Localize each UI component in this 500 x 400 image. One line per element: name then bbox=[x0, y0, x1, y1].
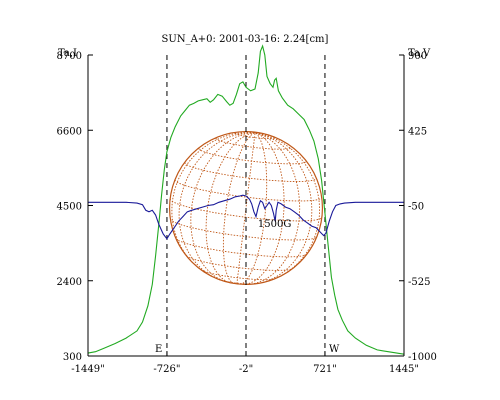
x-tick-label: 1445" bbox=[389, 364, 419, 375]
x-tick-label: -726" bbox=[153, 364, 180, 375]
left-tick-label: 2400 bbox=[57, 277, 82, 288]
meridian-line bbox=[248, 132, 301, 285]
parallel-line bbox=[175, 238, 307, 258]
meridian-line bbox=[239, 132, 268, 285]
left-axis-label: Ta,I bbox=[58, 48, 77, 59]
left-tick-label: 300 bbox=[63, 352, 82, 363]
parallel-line bbox=[201, 269, 275, 281]
x-tick-label: -1449" bbox=[71, 364, 104, 375]
limb-marker-label: E bbox=[155, 344, 162, 355]
parallel-line bbox=[184, 162, 317, 182]
tick-labels: 300 2400 4500 6600 8700 -1000 -525 -50 425 900 -14… bbox=[57, 51, 437, 375]
x-tick-label: -2" bbox=[239, 364, 253, 375]
meridian-line bbox=[171, 131, 256, 273]
right-tick-label: 900 bbox=[408, 51, 427, 62]
meridian-line bbox=[222, 132, 256, 284]
series-line-v bbox=[88, 194, 404, 240]
right-tick-label: -50 bbox=[408, 202, 424, 213]
parallel-line bbox=[198, 148, 307, 165]
parallel-line bbox=[169, 198, 323, 222]
parallel-line bbox=[234, 132, 275, 140]
meridian-line bbox=[255, 132, 321, 281]
right-tick-label: -1000 bbox=[408, 352, 437, 363]
right-axis-label: Ta,V bbox=[408, 48, 431, 59]
meridian-line bbox=[178, 132, 256, 281]
series-line-i bbox=[87, 44, 405, 355]
parallel-line bbox=[169, 218, 318, 241]
left-tick-label: 8700 bbox=[57, 51, 82, 62]
meridian-line bbox=[190, 132, 256, 283]
left-tick-label: 6600 bbox=[57, 126, 82, 137]
chart-title: SUN_A+0: 2001-03-16: 2.24[cm] bbox=[162, 34, 329, 45]
left-tick-label: 4500 bbox=[57, 202, 82, 213]
x-tick-label: 721" bbox=[313, 364, 337, 375]
parallel-line bbox=[186, 255, 293, 271]
solar-disk-grid bbox=[168, 130, 324, 286]
series-layer bbox=[87, 44, 405, 355]
limb-marker-label: W bbox=[329, 344, 340, 355]
axes bbox=[87, 54, 405, 357]
meridian-line bbox=[254, 132, 313, 285]
meridian-line bbox=[205, 132, 256, 284]
right-tick-label: 425 bbox=[408, 126, 427, 137]
parallel-line bbox=[215, 138, 293, 150]
parallel-line bbox=[219, 279, 255, 285]
meridian-line bbox=[242, 132, 285, 285]
field-annotation: 1500G bbox=[258, 219, 291, 230]
right-tick-label: -525 bbox=[408, 277, 430, 288]
